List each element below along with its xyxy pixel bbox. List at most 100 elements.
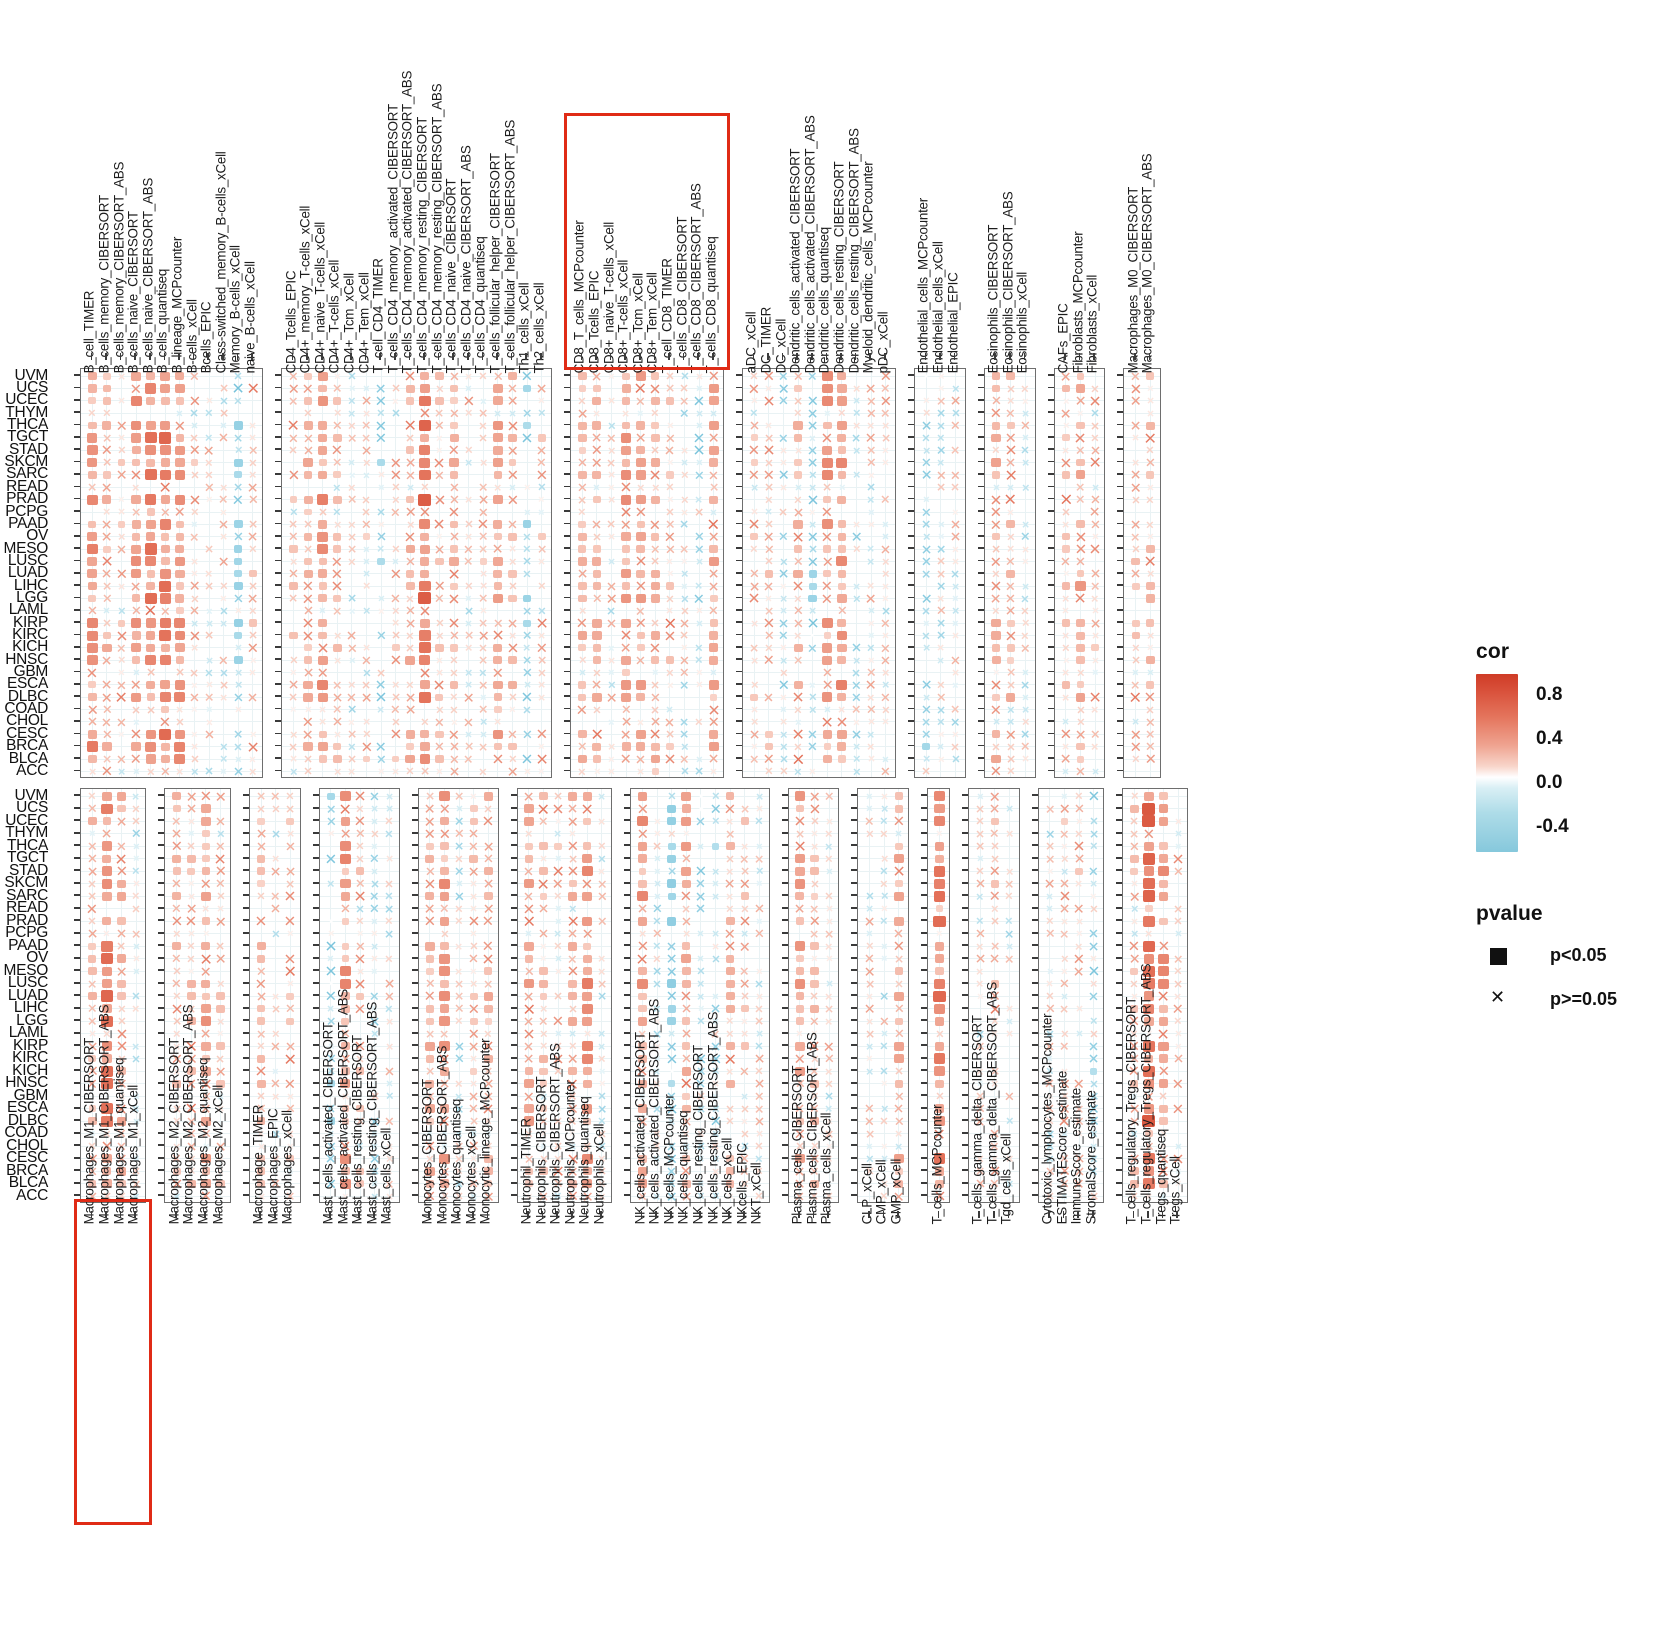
heatmap-cell-nonsignificant[interactable]: [188, 818, 195, 825]
heatmap-cell-nonsignificant[interactable]: [866, 1018, 873, 1025]
heatmap-cell-nonsignificant[interactable]: [117, 421, 126, 430]
heatmap-cell[interactable]: [419, 457, 431, 468]
heatmap-cell[interactable]: [1142, 878, 1155, 890]
heatmap-cell-nonsignificant[interactable]: [131, 729, 141, 739]
heatmap-cell[interactable]: [450, 545, 459, 553]
heatmap-cell-nonsignificant[interactable]: [406, 471, 415, 479]
heatmap-cell-nonsignificant[interactable]: [289, 743, 298, 751]
heatmap-cell-nonsignificant[interactable]: [133, 768, 140, 775]
heatmap-cell-nonsignificant[interactable]: [608, 743, 615, 750]
heatmap-cell-nonsignificant[interactable]: [483, 941, 493, 951]
heatmap-cell[interactable]: [483, 1004, 493, 1013]
heatmap-cell-nonsignificant[interactable]: [540, 1005, 547, 1012]
heatmap-cell-nonsignificant[interactable]: [272, 1030, 280, 1038]
heatmap-cell[interactable]: [822, 383, 833, 394]
heatmap-cell[interactable]: [823, 570, 832, 578]
heatmap-cell[interactable]: [234, 471, 243, 479]
heatmap-cell-nonsignificant[interactable]: [436, 447, 443, 454]
heatmap-cell[interactable]: [174, 494, 186, 505]
heatmap-cell-nonsignificant[interactable]: [326, 1054, 335, 1063]
heatmap-cell-nonsignificant[interactable]: [391, 729, 401, 739]
heatmap-cell-nonsignificant[interactable]: [852, 532, 861, 541]
heatmap-cell-nonsignificant[interactable]: [326, 817, 335, 826]
heatmap-cell[interactable]: [340, 1153, 351, 1164]
heatmap-cell-nonsignificant[interactable]: [608, 558, 615, 565]
heatmap-cell[interactable]: [145, 618, 156, 628]
heatmap-cell-nonsignificant[interactable]: [188, 830, 195, 837]
heatmap-cell-nonsignificant[interactable]: [651, 619, 659, 627]
heatmap-cell-nonsignificant[interactable]: [952, 582, 959, 590]
heatmap-cell[interactable]: [216, 992, 225, 1001]
heatmap-cell[interactable]: [87, 581, 98, 591]
heatmap-cell[interactable]: [991, 618, 1001, 628]
heatmap-cell-nonsignificant[interactable]: [217, 892, 224, 900]
heatmap-cell-nonsignificant[interactable]: [1005, 917, 1013, 925]
heatmap-cell-nonsignificant[interactable]: [220, 595, 227, 602]
heatmap-cell-nonsignificant[interactable]: [538, 582, 546, 590]
heatmap-cell-nonsignificant[interactable]: [667, 459, 673, 466]
heatmap-cell[interactable]: [1158, 816, 1169, 826]
heatmap-cell[interactable]: [130, 618, 142, 629]
heatmap-cell[interactable]: [146, 458, 155, 467]
heatmap-cell-nonsignificant[interactable]: [741, 843, 748, 850]
heatmap-cell-nonsignificant[interactable]: [794, 768, 802, 775]
heatmap-cell[interactable]: [419, 691, 431, 703]
heatmap-cell-nonsignificant[interactable]: [1147, 669, 1154, 676]
heatmap-cell[interactable]: [740, 1042, 749, 1050]
heatmap-cell-nonsignificant[interactable]: [525, 1193, 532, 1200]
heatmap-cell-nonsignificant[interactable]: [1077, 706, 1084, 714]
heatmap-cell-nonsignificant[interactable]: [257, 1193, 265, 1200]
heatmap-cell-nonsignificant[interactable]: [205, 693, 213, 702]
heatmap-cell-nonsignificant[interactable]: [651, 706, 659, 714]
heatmap-cell-nonsignificant[interactable]: [764, 693, 773, 702]
heatmap-cell-nonsignificant[interactable]: [764, 371, 774, 381]
heatmap-cell-nonsignificant[interactable]: [348, 545, 356, 553]
heatmap-cell-nonsignificant[interactable]: [102, 829, 111, 838]
heatmap-cell[interactable]: [326, 792, 335, 800]
heatmap-cell[interactable]: [419, 655, 431, 666]
heatmap-cell[interactable]: [341, 992, 350, 1001]
heatmap-cell-nonsignificant[interactable]: [327, 955, 334, 962]
heatmap-cell-nonsignificant[interactable]: [250, 731, 256, 738]
heatmap-cell[interactable]: [88, 1105, 97, 1113]
heatmap-cell[interactable]: [333, 471, 342, 479]
heatmap-cell-nonsignificant[interactable]: [795, 1054, 805, 1064]
heatmap-cell-nonsignificant[interactable]: [853, 422, 860, 429]
heatmap-panel-macrophages-m1[interactable]: [80, 788, 147, 1203]
heatmap-cell-nonsignificant[interactable]: [852, 434, 861, 442]
heatmap-cell-nonsignificant[interactable]: [205, 669, 213, 677]
heatmap-cell-nonsignificant[interactable]: [173, 1193, 180, 1200]
heatmap-cell[interactable]: [621, 618, 631, 628]
heatmap-cell[interactable]: [581, 1053, 593, 1064]
heatmap-cell[interactable]: [450, 422, 458, 430]
heatmap-cell-nonsignificant[interactable]: [568, 804, 577, 813]
heatmap-cell[interactable]: [592, 742, 602, 751]
heatmap-cell-nonsignificant[interactable]: [508, 470, 517, 480]
heatmap-cell-nonsignificant[interactable]: [1174, 905, 1182, 913]
heatmap-cell-nonsignificant[interactable]: [1022, 583, 1029, 590]
heatmap-cell[interactable]: [303, 470, 313, 479]
heatmap-cell-nonsignificant[interactable]: [824, 1041, 834, 1051]
heatmap-cell[interactable]: [339, 853, 351, 864]
heatmap-cell[interactable]: [709, 458, 719, 467]
heatmap-cell[interactable]: [837, 643, 847, 653]
heatmap-cell-nonsignificant[interactable]: [882, 706, 890, 714]
heatmap-cell[interactable]: [159, 655, 171, 666]
heatmap-cell-nonsignificant[interactable]: [87, 705, 97, 714]
heatmap-cell-nonsignificant[interactable]: [881, 371, 891, 381]
heatmap-cell-nonsignificant[interactable]: [709, 470, 718, 479]
heatmap-cell-nonsignificant[interactable]: [392, 384, 400, 393]
heatmap-cell-nonsignificant[interactable]: [172, 879, 181, 888]
heatmap-cell-nonsignificant[interactable]: [1021, 742, 1030, 751]
heatmap-cell-nonsignificant[interactable]: [508, 396, 517, 406]
heatmap-cell[interactable]: [836, 396, 847, 406]
heatmap-cell-nonsignificant[interactable]: [370, 1154, 379, 1163]
heatmap-cell-nonsignificant[interactable]: [348, 521, 356, 528]
heatmap-cell-nonsignificant[interactable]: [1131, 520, 1140, 529]
heatmap-cell[interactable]: [144, 494, 157, 505]
heatmap-cell[interactable]: [1143, 866, 1155, 877]
heatmap-cell-nonsignificant[interactable]: [780, 694, 787, 701]
heatmap-cell[interactable]: [523, 619, 531, 627]
heatmap-cell-nonsignificant[interactable]: [271, 867, 280, 876]
heatmap-cell-nonsignificant[interactable]: [881, 905, 888, 912]
